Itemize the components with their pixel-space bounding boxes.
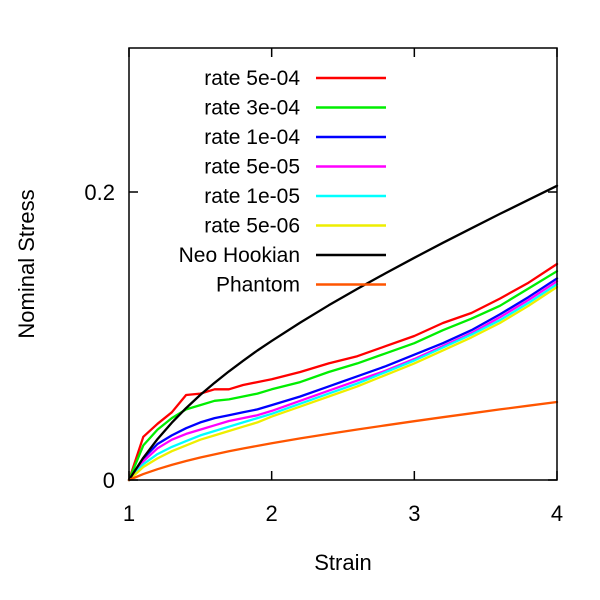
legend: rate 5e-04 rate 3e-04 rate 1e-04 rate 5e-05… <box>179 67 386 297</box>
legend-label: Neo Hookian <box>179 244 300 267</box>
y-axis-label: Nominal Stress <box>14 189 39 338</box>
legend-label: Phantom <box>216 274 300 297</box>
legend-label: rate 3e-04 <box>204 97 300 120</box>
y-tick-label: 0.2 <box>84 180 115 205</box>
x-tick-label: 1 <box>123 501 135 526</box>
legend-label: rate 1e-05 <box>204 185 300 208</box>
series-line-rate-5e-05 <box>127 280 559 482</box>
series-line-neo-hookian <box>127 184 559 482</box>
legend-label: rate 1e-04 <box>204 126 300 149</box>
legend-entry-rate-3e-04: rate 3e-04 <box>204 97 386 120</box>
series-layer <box>127 184 559 482</box>
axes: 1 2 3 4 0 0.2 <box>84 48 563 526</box>
series-line-rate-5e-06 <box>127 285 559 482</box>
x-tick-label: 2 <box>266 501 278 526</box>
series-line-rate-3e-04 <box>127 270 559 482</box>
series-line-phantom <box>127 400 559 482</box>
series-line-rate-1e-05 <box>127 283 559 482</box>
legend-entry-rate-5e-04: rate 5e-04 <box>204 67 386 90</box>
legend-entry-phantom: Phantom <box>216 274 386 297</box>
series-line-rate-5e-04 <box>127 262 559 482</box>
series-line-rate-1e-04 <box>127 277 559 482</box>
x-tick-label: 4 <box>551 501 563 526</box>
legend-entry-rate-1e-04: rate 1e-04 <box>204 126 386 149</box>
legend-label: rate 5e-06 <box>204 215 300 238</box>
y-tick-label: 0 <box>103 468 115 493</box>
legend-entry-rate-1e-05: rate 1e-05 <box>204 185 386 208</box>
x-axis-label: Strain <box>314 550 371 575</box>
legend-label: rate 5e-04 <box>204 67 300 90</box>
legend-entry-neo-hookian: Neo Hookian <box>179 244 386 267</box>
x-tick-label: 3 <box>408 501 420 526</box>
legend-entry-rate-5e-05: rate 5e-05 <box>204 156 386 179</box>
legend-entry-rate-5e-06: rate 5e-06 <box>204 215 386 238</box>
legend-label: rate 5e-05 <box>204 156 300 179</box>
plot-frame <box>128 47 558 481</box>
